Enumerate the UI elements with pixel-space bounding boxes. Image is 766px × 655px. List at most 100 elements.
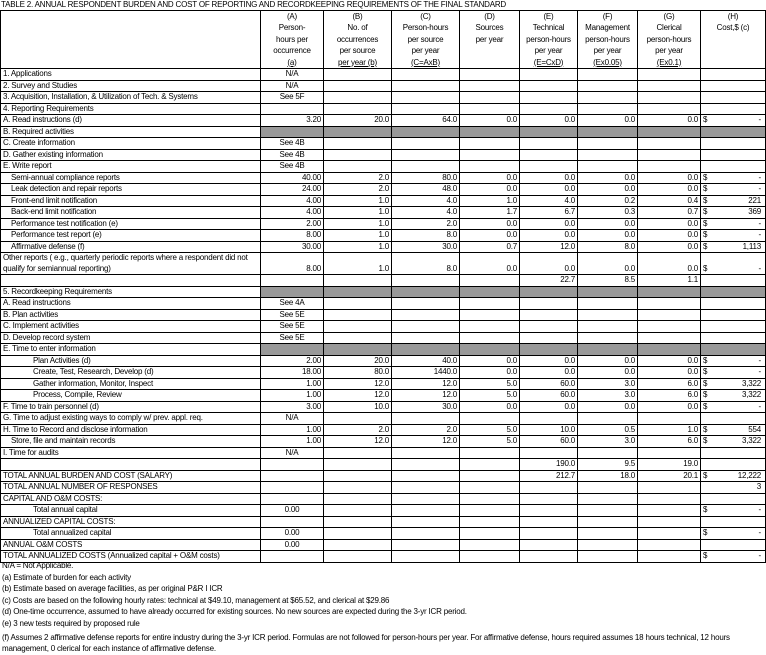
cell-c: [391, 320, 460, 333]
row-label: A. Read instructions: [0, 297, 261, 310]
currency-symbol: $: [703, 263, 708, 273]
table-row: A. Read instructions See 4A: [0, 297, 766, 310]
table-row: 22.7 8.5 1.1: [0, 274, 766, 287]
cell-g: [637, 320, 701, 333]
cell-g: [637, 538, 701, 552]
header-blank-cell: [0, 9, 261, 70]
table-row: 4. Reporting Requirements: [0, 102, 766, 116]
cell-f: 0.0: [577, 354, 638, 368]
cell-c: [391, 538, 460, 552]
cell-f: 0.0: [577, 252, 638, 276]
column-label-line: person-hours: [585, 34, 630, 44]
cell-b: 1.0: [323, 240, 392, 254]
cell-d: [459, 79, 520, 93]
table-row: B. Plan activities See 5E: [0, 308, 766, 322]
cell-f: [577, 68, 638, 81]
table-body: 1. Applications N/A 2. Survey and Studies N…: [0, 68, 766, 563]
cell-d: [459, 492, 520, 506]
cell-c: [391, 469, 460, 483]
cell-b: [323, 504, 392, 517]
table-row: 2. Survey and Studies N/A: [0, 79, 766, 93]
cell-d: 0.0: [459, 183, 520, 196]
table-row: Total annualized capital 0.00 $ -: [0, 527, 766, 540]
column-header-c: (C) Person-hours per source per year (C=AxB): [391, 9, 460, 70]
currency-symbol: $: [703, 470, 708, 480]
cell-a: N/A: [260, 79, 324, 93]
cell-g: [637, 102, 701, 116]
column-formula: (E=CxD): [533, 57, 564, 67]
currency-symbol: $: [703, 241, 708, 251]
cell-e: 0.0: [519, 354, 578, 368]
cell-e: 60.0: [519, 389, 578, 402]
cost-cell: $1,113: [700, 240, 766, 254]
cell-g: 0.0: [637, 240, 701, 254]
cell-c: 40.0: [391, 354, 460, 368]
cost-cell: [700, 274, 766, 287]
cell-b: 10.0: [323, 400, 392, 414]
cell-c: [391, 137, 460, 150]
cell-c: 12.0: [391, 389, 460, 402]
cell-f: 9.5: [577, 458, 638, 471]
cell-c: [391, 148, 460, 162]
cell-g: 0.7: [637, 206, 701, 219]
cell-e: 0.0: [519, 229, 578, 242]
table-row: D. Gather existing information See 4B: [0, 148, 766, 162]
column-label-line: Sources: [475, 23, 504, 33]
cell-e: 0.0: [519, 183, 578, 196]
row-label: C. Implement activities: [0, 320, 261, 333]
cell-e: 12.0: [519, 240, 578, 254]
cell-g: [637, 446, 701, 460]
cost-cell: $221: [700, 194, 766, 208]
currency-symbol: $: [703, 551, 708, 561]
table-row: 5. Recordkeeping Requirements: [0, 285, 766, 299]
cost-cell: [700, 458, 766, 471]
cell-b: [323, 481, 392, 494]
column-header-row: (A) Person-hours per occurrence (a) (B) No. o…: [0, 9, 766, 70]
cell-a: [260, 515, 324, 529]
cell-b: [323, 492, 392, 506]
cell-a: 0.00: [260, 504, 324, 517]
column-letter: (C): [420, 12, 431, 21]
column-letter: (H): [727, 12, 739, 21]
cell-a: [260, 458, 324, 471]
cell-c: [391, 331, 460, 345]
cell-d: [459, 538, 520, 552]
cell-b: 20.0: [323, 114, 392, 127]
cell-f: [577, 285, 638, 299]
cell-g: [637, 343, 701, 356]
cell-c: [391, 68, 460, 81]
cell-e: [519, 68, 578, 81]
column-header-h: (H) Cost,$ (c): [700, 9, 766, 70]
row-label: I. Time for audits: [0, 446, 261, 460]
cell-b: [323, 285, 392, 299]
cost-cell: [700, 343, 766, 356]
cell-a: [260, 481, 324, 494]
row-label: 5. Recordkeeping Requirements: [0, 285, 261, 299]
cell-g: 6.0: [637, 377, 701, 391]
cost-cell: [700, 331, 766, 345]
cell-e: [519, 343, 578, 356]
currency-symbol: $: [703, 172, 708, 182]
cell-b: 12.0: [323, 435, 392, 448]
cell-b: 80.0: [323, 366, 392, 379]
table-row: Store, file and maintain records 1.00 12.0…: [0, 435, 766, 448]
burden-cost-table: (A) Person-hours per occurrence (a) (B) No. o…: [0, 9, 766, 563]
cell-e: 0.0: [519, 366, 578, 379]
cell-f: [577, 137, 638, 150]
table-row: B. Required activities: [0, 125, 766, 139]
cost-value: -: [758, 263, 762, 273]
cost-value: 369: [748, 207, 761, 217]
cell-e: 4.0: [519, 194, 578, 208]
cell-b: [323, 160, 392, 173]
cell-a: N/A: [260, 446, 324, 460]
cost-cell: $ -: [700, 400, 766, 414]
cell-c: 30.0: [391, 400, 460, 414]
cost-cell: [700, 320, 766, 333]
cell-e: 0.0: [519, 171, 578, 185]
cell-c: 4.0: [391, 194, 460, 208]
column-formula: per year (b): [338, 57, 377, 67]
table-row: E. Time to enter information: [0, 343, 766, 356]
cell-b: [323, 91, 392, 104]
column-label-line: person-hours: [646, 34, 692, 44]
table-row: TOTAL ANNUAL NUMBER OF RESPONSES 3: [0, 481, 766, 494]
